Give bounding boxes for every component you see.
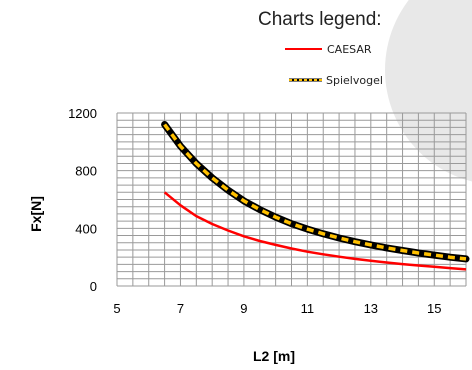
background-decoration xyxy=(385,0,472,182)
x-tick-label: 15 xyxy=(427,301,441,316)
series-layer xyxy=(161,121,470,271)
y-tick-label: 800 xyxy=(75,164,97,179)
x-tick-label: 7 xyxy=(177,301,184,316)
y-axis-label: Fx[N] xyxy=(28,196,44,232)
y-tick-label: 400 xyxy=(75,221,97,236)
plot-area: 5 7 9 11 13 15 0 400 800 1200 xyxy=(68,106,470,316)
legend: Charts legend: CAESAR Spielvogel xyxy=(258,9,383,87)
ticks: 5 7 9 11 13 15 0 400 800 1200 xyxy=(68,106,441,316)
legend-title: Charts legend: xyxy=(258,9,382,30)
x-axis-label: L2 [m] xyxy=(253,348,295,364)
legend-label-spielvogel: Spielvogel xyxy=(326,74,383,87)
x-tick-label: 11 xyxy=(301,301,315,316)
x-tick-label: 9 xyxy=(240,301,247,316)
series-line-caesar xyxy=(163,191,467,271)
legend-label-caesar: CAESAR xyxy=(327,43,372,56)
x-tick-label: 13 xyxy=(364,301,378,316)
y-tick-label: 1200 xyxy=(68,106,97,121)
grid xyxy=(116,112,467,287)
x-tick-label: 5 xyxy=(113,301,120,316)
y-tick-label: 0 xyxy=(90,279,97,294)
series-line-spielvogel-dash xyxy=(163,123,467,261)
